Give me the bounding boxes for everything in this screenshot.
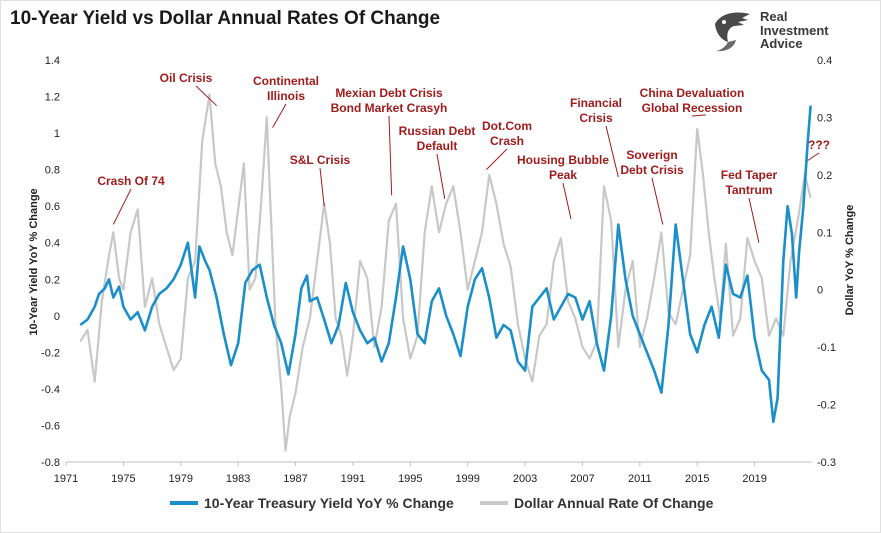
left-axis-tick-label: 0 [54, 311, 60, 323]
annotation-layer: Crash Of 74 Oil Crisis ContinentalIllinois… [97, 71, 830, 243]
annotation-label: Debt Crisis [620, 163, 684, 177]
right-axis-tick-label: 0.3 [817, 112, 832, 124]
left-axis-tick-label: 1 [54, 128, 60, 140]
legend-label-yield: 10-Year Treasury Yield YoY % Change [204, 495, 454, 511]
annotation-label: Fed Taper [721, 168, 778, 182]
left-axis-tick-label: -0.2 [41, 347, 60, 359]
annotation-label: Crash [490, 134, 524, 148]
annotation-leader-line [436, 153, 446, 199]
annotation-leader-line [272, 103, 287, 128]
annotation-label: Financial [570, 96, 622, 110]
eagle-head-icon [715, 12, 750, 52]
annotation-label: Russian Debt [399, 124, 476, 138]
x-axis-tick-label: 1975 [111, 473, 135, 485]
annotation-label: Default [417, 139, 458, 153]
legend-item-dollar: Dollar Annual Rate Of Change [480, 495, 713, 511]
annotation-label: Peak [549, 168, 577, 182]
annotation-leader-line [112, 188, 132, 225]
x-axis-tick-label: 2003 [513, 473, 537, 485]
right-axis-tick-label: 0.2 [817, 170, 832, 182]
right-axis-tick-label: 0 [817, 285, 823, 297]
right-axis-tick-label: -0.2 [817, 400, 836, 412]
left-axis-tick-label: 1.4 [45, 55, 60, 67]
chart-legend: 10-Year Treasury Yield YoY % Change Doll… [0, 495, 881, 517]
right-axis-title: Dollar YoY % Change [844, 205, 856, 316]
chart-title: 10-Year Yield vs Dollar Annual Rates Of … [10, 8, 441, 29]
x-axis-tick-label: 2011 [628, 473, 652, 485]
x-axis-tick-label: 1995 [398, 473, 422, 485]
right-axis-tick-label: 0.1 [817, 227, 832, 239]
x-axis-tick-label: 1979 [169, 473, 193, 485]
annotation-label: Bond Market Crasyh [331, 101, 448, 115]
annotation-label: Mexian Debt Crisis [335, 86, 443, 100]
annotation-leader-line [748, 197, 760, 243]
logo-line-2: Investment [760, 22, 829, 38]
annotation-leader-line [195, 85, 217, 107]
x-axis-tick-label: 1987 [283, 473, 307, 485]
left-axis-tick-label: -0.6 [41, 420, 60, 432]
annotation-label: S&L Crisis [290, 153, 351, 167]
left-axis-tick-label: 0.2 [45, 274, 60, 286]
left-axis-tick-label: 0.6 [45, 201, 60, 213]
legend-swatch-dollar [480, 501, 508, 505]
annotation-label: ??? [808, 138, 830, 152]
annotation-leader-line [651, 177, 664, 225]
left-axis-tick-label: 0.8 [45, 165, 60, 177]
right-axis-tick-label: -0.3 [817, 457, 836, 469]
annotation-label: Soverign [626, 148, 677, 162]
x-axis-tick-label: 2019 [742, 473, 766, 485]
left-axis-tick-label: -0.8 [41, 457, 60, 469]
left-axis-title: 10-Year Yield YoY % Change [28, 188, 40, 335]
x-axis-tick-label: 2015 [685, 473, 709, 485]
left-axis-tick-label: -0.4 [41, 384, 60, 396]
series-line-dollar [79, 93, 812, 452]
annotation-label: Crash Of 74 [97, 174, 165, 188]
annotation-leader-line [485, 148, 508, 170]
legend-label-dollar: Dollar Annual Rate Of Change [514, 495, 714, 511]
annotation-label: China Devaluation [640, 86, 745, 100]
x-axis-tick-label: 1971 [54, 473, 78, 485]
annotation-leader-line [807, 152, 820, 161]
annotation-leader-line [691, 114, 706, 117]
brand-logo: Real Investment Advice [712, 8, 862, 56]
annotation-label: Dot.Com [482, 119, 532, 133]
x-axis-tick-label: 1999 [455, 473, 479, 485]
annotation-label: Tantrum [725, 183, 772, 197]
x-axis-tick-label: 2007 [570, 473, 594, 485]
annotation-label: Crisis [579, 111, 613, 125]
left-axis-ticks: 1.4 1.2 1 0.8 0.6 0.4 0.2 0 -0.2 -0.4 -0.6 -0.8 [41, 55, 60, 469]
right-axis-tick-label: 0.4 [817, 55, 832, 67]
legend-swatch-yield [170, 501, 198, 505]
annotation-label: Housing Bubble [517, 153, 609, 167]
left-axis-tick-label: 0.4 [45, 238, 60, 250]
annotation-label: Illinois [267, 89, 305, 103]
left-axis-tick-label: 1.2 [45, 92, 60, 104]
x-axis-ticks: 1971 1975 1979 1983 1987 1991 1995 1999 2003 2007… [54, 462, 767, 485]
annotation-leader-line [562, 182, 572, 220]
annotation-label: Continental [253, 74, 319, 88]
logo-line-1: Real [760, 9, 788, 24]
annotation-leader-line [605, 125, 619, 178]
x-axis-tick-label: 1991 [341, 473, 365, 485]
x-axis-tick-label: 1983 [226, 473, 250, 485]
legend-item-yield: 10-Year Treasury Yield YoY % Change [170, 495, 454, 511]
annotation-label: Global Recession [642, 101, 743, 115]
series-layer [79, 93, 812, 452]
series-line-yield [79, 105, 812, 424]
annotation-leader-line [388, 115, 393, 196]
logo-line-3: Advice [760, 36, 803, 51]
annotation-leader-line [319, 167, 325, 207]
annotation-label: Oil Crisis [160, 71, 213, 85]
right-axis-tick-label: -0.1 [817, 342, 836, 354]
right-axis-ticks: 0.4 0.3 0.2 0.1 0 -0.1 -0.2 -0.3 [817, 55, 836, 469]
